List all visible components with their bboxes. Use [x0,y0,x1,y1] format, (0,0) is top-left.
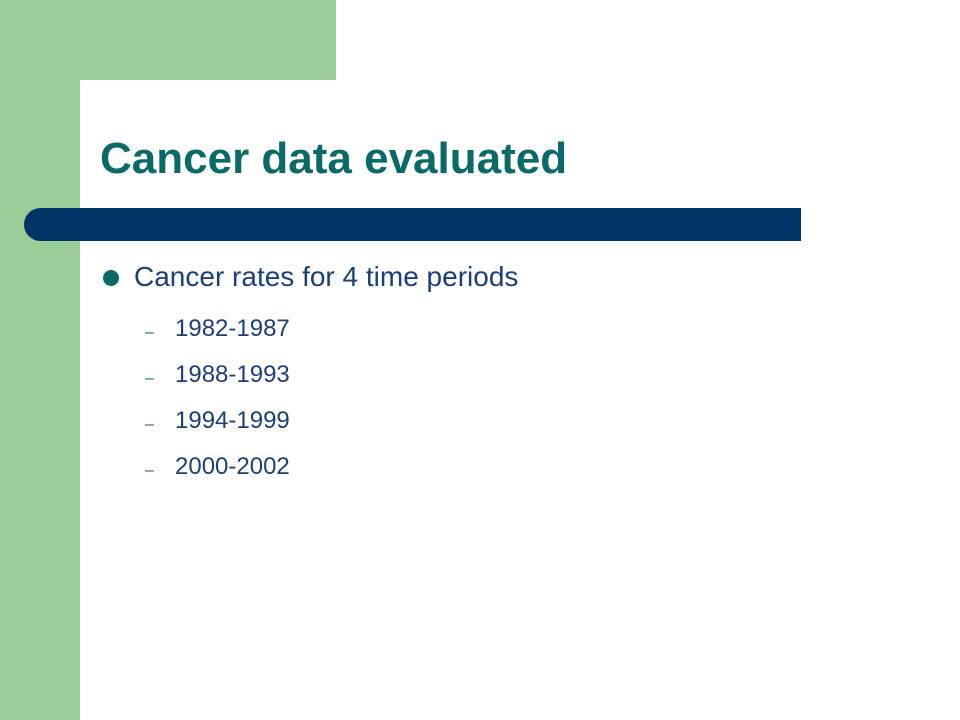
title-underline-bar [24,208,801,241]
period-label: 1982-1987 [175,315,290,342]
dash-icon: – [145,324,154,341]
period-label: 1988-1993 [175,361,290,388]
bullet-dot-icon [103,270,119,286]
bullet-text: Cancer rates for 4 time periods [134,261,519,292]
period-label: 2000-2002 [175,453,290,480]
slide-title: Cancer data evaluated [100,134,568,183]
dash-icon: – [145,370,154,387]
dash-icon: – [145,462,154,479]
green-top-band [0,0,336,80]
content-panel [80,80,960,720]
period-label: 1994-1999 [175,407,290,434]
green-left-band [0,0,80,720]
dash-icon: – [145,416,154,433]
